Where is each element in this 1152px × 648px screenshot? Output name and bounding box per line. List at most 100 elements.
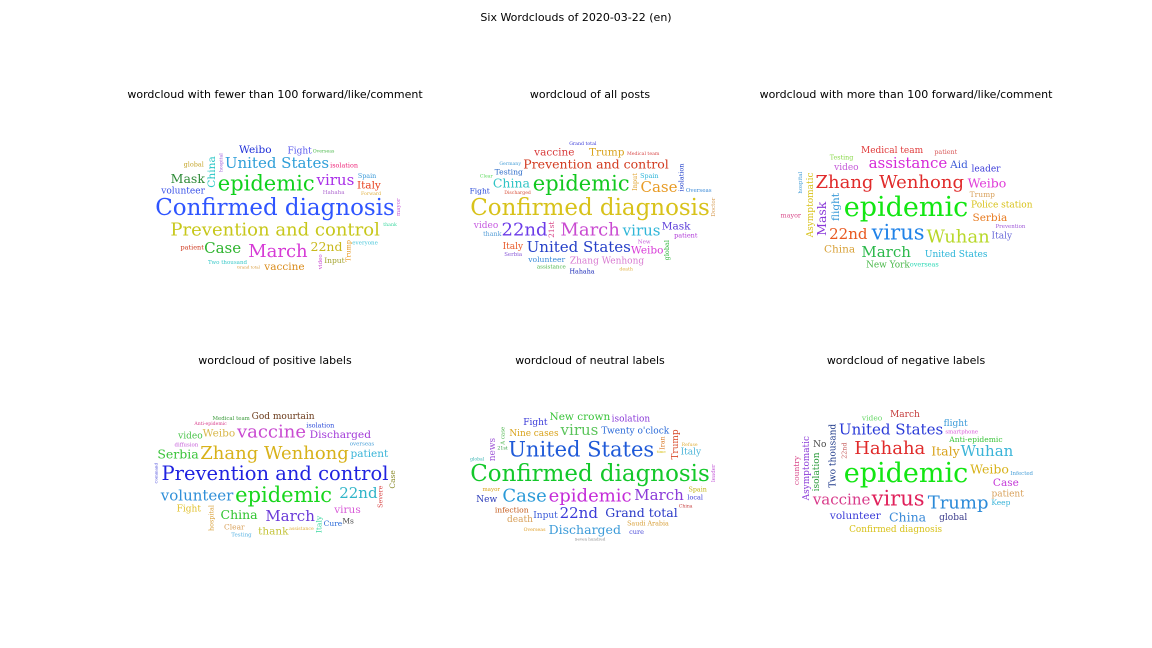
cloud-word: Grand total [569,141,597,147]
cloud-word: Serbia [504,252,523,258]
cloud-word: Wuhan [926,227,990,248]
cloud-word: Discharged [504,190,531,196]
cloud-word: Confirmed diagnosis [155,195,395,221]
cloud-word: No [813,440,826,450]
cloud-word: overseas [350,442,375,448]
cloud-word: China [221,507,259,522]
cloud-word: Fight [523,418,548,428]
cloud-word: virus [333,504,360,516]
cloud-word: video [177,431,202,441]
wordcloud: epidemic virus Hahaha Trump United States Wuh… [756,372,1056,562]
cloud-word: Serbia [973,212,1008,224]
cloud-word: isolation [306,421,334,429]
cloud-word: Weibo [968,176,1007,191]
cloud-word: Grand total [605,505,677,520]
cloud-word: virus [871,221,925,245]
cloud-word: Prevention and control [162,462,389,485]
cloud-word: Medical team [212,416,249,422]
cloud-word: Zhang Wenhong [570,256,645,266]
cloud-word: mayor [482,487,500,493]
cloud-word: global [663,240,671,260]
cloud-word: Input [324,256,344,265]
cloud-word: thank [258,525,289,537]
cloud-word: Seven hundred [575,536,606,541]
cloud-word: Mask [662,221,691,233]
wordcloud: Confirmed diagnosis epidemic Prevention an… [125,106,425,296]
cloud-word: Iran [659,436,667,449]
cloud-word: Mask [171,171,206,186]
cloud-word: hospital [218,153,224,172]
cloud-word: video [318,254,324,271]
cloud-word: mayor [396,198,402,216]
cloud-word: Trump [344,240,352,262]
cloud-word: 21st [497,446,507,452]
cloud-word: Serbia [157,446,199,461]
cloud-word: patient [674,232,698,240]
cloud-word: 22nd [339,484,378,502]
cloud-word: volunteer [160,186,205,196]
cloud-word: global [184,160,204,168]
cloud-word: Saudi Arabia [627,520,669,528]
cloud-word: March [890,410,920,420]
cloud-word: 22nd [829,225,868,243]
cloud-word: Case [993,477,1019,489]
cloud-word: Overseas [524,527,546,533]
cloud-word: Overseas [313,149,335,155]
cloud-word: United States [839,420,943,438]
cloud-word: March [560,219,620,240]
cloud-word: epidemic [533,172,630,196]
cloud-word: Fight [470,187,490,196]
panel-more-than-100: wordcloud with more than 100 forward/lik… [756,88,1056,278]
cloud-word: Spain [358,172,376,180]
cloud-word: patient [351,448,390,460]
cloud-word: Input [631,173,639,191]
cloud-word: time [657,449,667,454]
cloud-word: Grand total [237,264,261,269]
cloud-word: video [473,221,498,231]
cloud-word: Prevention [996,224,1026,230]
cloud-word: assistance [289,526,314,532]
cloud-word: Italy [992,231,1013,241]
cloud-word: Testing [231,532,252,538]
cloud-word: thank [483,230,502,238]
panel-title: wordcloud with more than 100 forward/lik… [759,88,1053,101]
cloud-word: Cure [324,519,343,528]
cloud-word: everyone [352,241,378,247]
cloud-word: Case [640,178,677,196]
cloud-word: cure [629,528,644,536]
cloud-word: Medical team [861,146,924,156]
cloud-word: hospital [207,505,215,531]
cloud-word: Weibo [970,461,1009,476]
cloud-word: diffusion [175,442,199,448]
cloud-word: 22nd [841,443,849,459]
cloud-word: Weibo [203,427,236,439]
cloud-word: Nine cases [509,429,559,439]
cloud-word: death [507,515,533,525]
cloud-word: United States [225,154,329,172]
cloud-word: patient [180,244,204,252]
cloud-word: New York [866,261,910,271]
cloud-word: March [634,486,684,504]
cloud-word: Prevention and control [523,156,668,171]
cloud-word: assistance [869,154,948,172]
panel-title: wordcloud of all posts [529,88,651,101]
cloud-word: Anti-epidemic [948,435,1002,444]
cloud-word: China [889,509,927,524]
cloud-word: March [265,507,315,525]
cloud-word: Asymptomatic [806,172,816,238]
cloud-word: Keep [991,498,1010,507]
cloud-word: China [493,176,531,191]
cloud-word: Case [204,239,241,257]
wordcloud: Prevention and control epidemic Zhang Wenh… [125,372,425,562]
cloud-word: Discharged [549,522,621,537]
cloud-word: volunteer [160,486,234,504]
cloud-word: Hahaha [569,267,594,275]
cloud-word: patient [991,489,1024,499]
cloud-word: vaccine [533,147,574,159]
wordcloud: Confirmed diagnosis United States epidemic… [440,372,740,562]
cloud-word: 21st [547,221,556,237]
cloud-word: flight [830,192,842,221]
cloud-word: leader [711,464,717,482]
